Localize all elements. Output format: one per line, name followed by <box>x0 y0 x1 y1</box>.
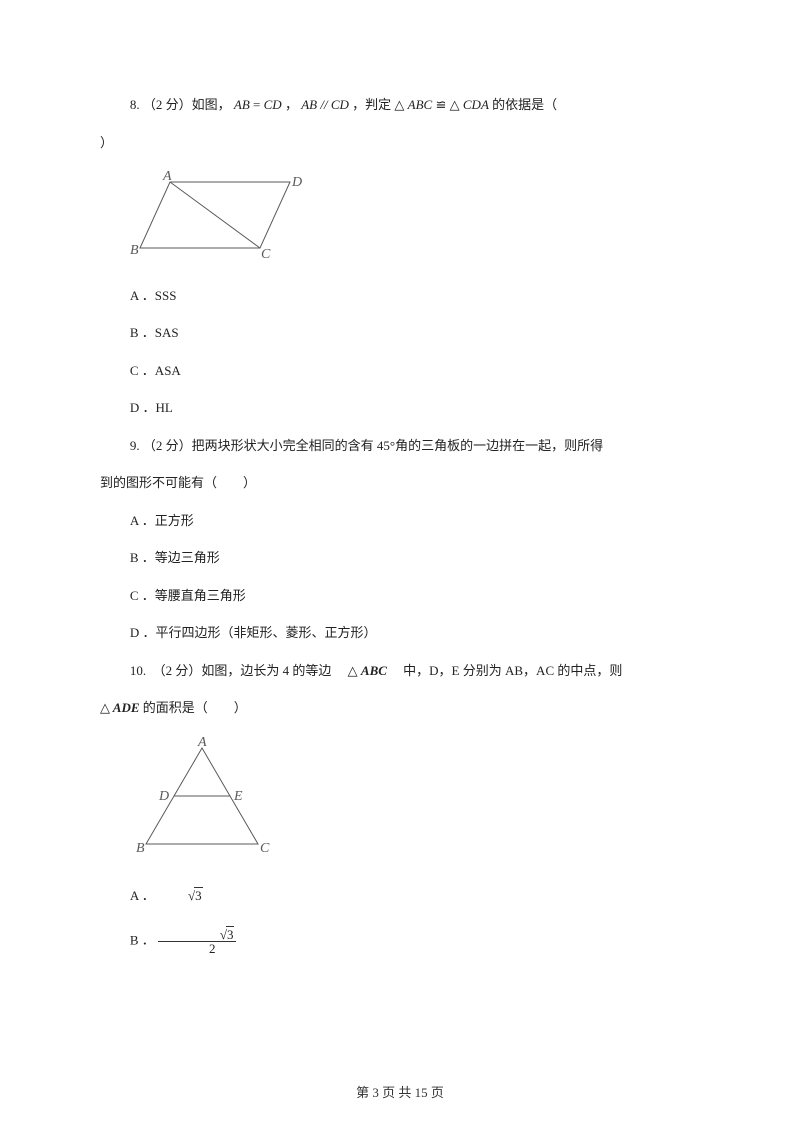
q8-eq1-rhs: CD <box>264 97 282 112</box>
footer-mid: 页 共 <box>379 1085 415 1100</box>
q10-optA-sqrt: √3 <box>158 886 203 906</box>
q10-figure-svg: A D E B C <box>130 736 275 861</box>
q8-tri1-name: ABC <box>404 97 432 112</box>
q10-label-E: E <box>233 789 243 804</box>
q10-optB-numval: 3 <box>226 926 235 942</box>
footer-post: 页 <box>428 1085 444 1100</box>
q8-eq1-lhs: AB <box>234 97 250 112</box>
q10-figure: A D E B C <box>130 736 700 867</box>
q8-tail: 的依据是（ <box>492 97 557 112</box>
page-footer: 第 3 页 共 15 页 <box>0 1083 800 1103</box>
q10-opt-A: A ． √3 <box>100 886 700 906</box>
q10-stem-line2: △ ADE 的面积是（ ） <box>100 698 700 718</box>
q10-optB-frac: √3 2 <box>158 928 236 955</box>
q10-line2-tail: 的面积是（ ） <box>143 700 247 715</box>
q8-tri2-name: CDA <box>460 97 489 112</box>
q8-opt-C: C ．ASA <box>100 361 700 381</box>
q8-opt-B: B ．SAS <box>100 323 700 343</box>
q10-mid: 中，D，E 分别为 AB，AC 的中点，则 <box>390 663 622 678</box>
q8-figure-svg: A D B C <box>130 170 305 260</box>
q10-optB-den: 2 <box>158 941 236 955</box>
q8-label-B: B <box>130 243 139 258</box>
q8-eq2-rhs: CD <box>331 97 349 112</box>
q8-mid2: ，判定 <box>352 97 394 112</box>
q8-opt-A: A ．SSS <box>100 286 700 306</box>
q10-label-B: B <box>136 841 145 856</box>
q9-stem-line2: 到的图形不可能有（ ） <box>100 473 700 493</box>
q9-opt-B: B ．等边三角形 <box>100 548 700 568</box>
q8-tri1-sym: △ <box>394 97 404 112</box>
q8-cong: ≌ <box>435 97 449 112</box>
q8-label-D: D <box>291 175 302 190</box>
q10-optA-label: A ． <box>130 888 155 903</box>
q8-mid1: ， <box>285 97 301 112</box>
q9-stem-line1: 9. （2 分）把两块形状大小完全相同的含有 45°角的三角板的一边拼在一起，则… <box>100 436 700 456</box>
footer-pre: 第 <box>356 1085 372 1100</box>
q8-label-C: C <box>261 247 271 260</box>
q8-eq2-par: // <box>317 97 331 112</box>
q10-opt-B: B ． √3 2 <box>100 928 700 955</box>
q8-stem-line1: 8. （2 分）如图， AB = CD ， AB // CD ，判定 △ ABC… <box>100 95 700 115</box>
q9-opt-D: D ．平行四边形（非矩形、菱形、正方形） <box>100 623 700 643</box>
q10-label-C: C <box>260 841 270 856</box>
q10-prefix: 10. （2 分）如图，边长为 4 的等边 <box>130 663 345 678</box>
q8-label-A: A <box>162 170 172 184</box>
q8-figure: A D B C <box>130 170 700 266</box>
q8-tri2-sym: △ <box>450 97 460 112</box>
q10-optB-label: B ． <box>130 932 155 947</box>
q8-eq2-lhs: AB <box>301 97 317 112</box>
q10-tri2-sym: △ <box>100 700 110 715</box>
q10-tri1-name: ABC <box>358 663 387 678</box>
q8-stem-line2: ） <box>100 133 700 153</box>
q10-label-D: D <box>158 789 169 804</box>
q10-tri1-sym: △ <box>348 663 358 678</box>
q9-opt-A: A ．正方形 <box>100 511 700 531</box>
q8-eq1-eq: = <box>250 97 264 112</box>
q10-label-A: A <box>197 736 207 750</box>
footer-total: 15 <box>415 1085 428 1100</box>
q8-opt-D: D ．HL <box>100 398 700 418</box>
q10-stem-line1: 10. （2 分）如图，边长为 4 的等边 △ ABC 中，D，E 分别为 AB… <box>100 661 700 681</box>
q10-optB-num: √3 <box>158 928 236 941</box>
q8-prefix: 8. （2 分）如图， <box>130 97 234 112</box>
q10-optA-val: 3 <box>194 887 203 903</box>
q10-tri2-name: ADE <box>110 700 140 715</box>
q9-opt-C: C ．等腰直角三角形 <box>100 586 700 606</box>
